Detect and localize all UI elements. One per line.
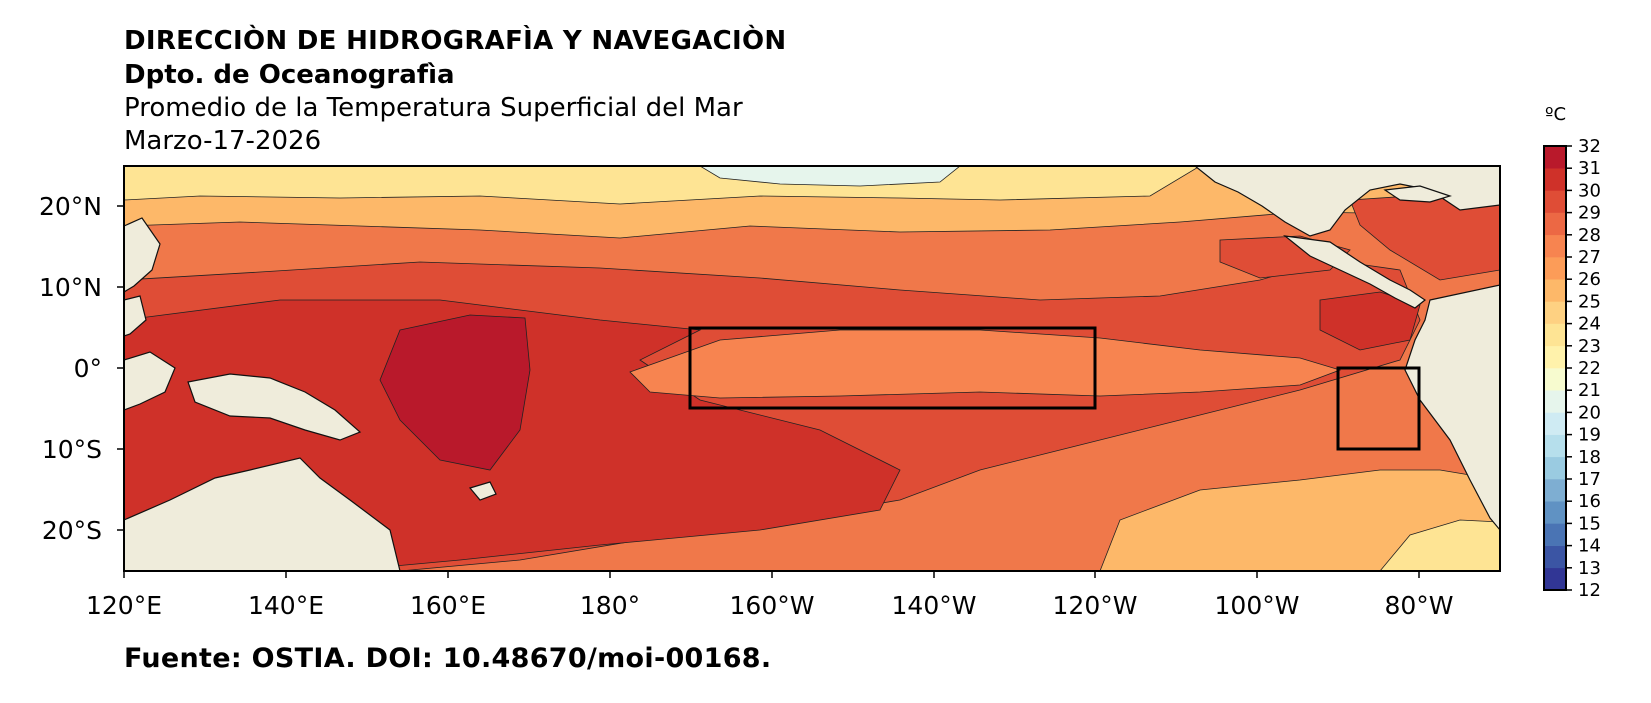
x-tick-label: 80°W (1384, 591, 1453, 620)
colorbar-swatch (1544, 479, 1566, 502)
agency-title: DIRECCIÒN DE HIDROGRAFÌA Y NAVEGACIÒN (124, 26, 787, 56)
colorbar-level-label: 15 (1578, 513, 1601, 534)
colorbar-swatch (1544, 190, 1566, 213)
colorbar-level-label: 25 (1578, 291, 1601, 312)
map-date: Marzo-17-2026 (124, 126, 322, 156)
colorbar-swatch (1544, 279, 1566, 302)
x-tick-label: 160°E (410, 591, 486, 620)
colorbar-swatch (1544, 234, 1566, 258)
nino34-box (688, 326, 1097, 410)
colorbar-level-label: 26 (1578, 269, 1601, 290)
y-tick-label: 10°S (42, 435, 102, 464)
colorbar-swatches (1544, 146, 1566, 591)
y-axis: 20°N 10°N 0° 10°S 20°S (39, 192, 124, 545)
sst-zone-equatorial-tongue (629, 329, 1342, 399)
colorbar-level-label: 24 (1578, 314, 1601, 335)
colorbar-frame (1543, 145, 1567, 591)
south-america-land (1404, 284, 1500, 531)
department-title: Dpto. de Oceanografìa (124, 60, 455, 90)
colorbar-swatch (1544, 323, 1566, 347)
colorbar-swatch (1544, 545, 1566, 569)
indonesia-land (124, 351, 176, 411)
colorbar-level-label: 13 (1578, 558, 1601, 579)
colorbar-level-label: 27 (1578, 247, 1601, 268)
nino12-box (1336, 366, 1421, 451)
colorbar-level-label: 18 (1578, 447, 1601, 468)
colorbar-unit: ºC (1545, 104, 1567, 125)
colorbar-level-label: 32 (1578, 136, 1601, 157)
colorbar-swatch (1544, 412, 1566, 435)
x-tick-label: 100°W (1215, 591, 1300, 620)
colorbar-level-label: 28 (1578, 225, 1601, 246)
colorbar-swatch (1544, 146, 1566, 169)
sst-zone-southeast-cool (1099, 469, 1500, 571)
colorbar-swatch (1544, 390, 1566, 413)
x-axis: 120°E 140°E 160°E 180° 160°W 140°W 120°W… (86, 571, 1454, 620)
colorbar-level-label: 12 (1578, 580, 1601, 601)
cuba-land (1383, 185, 1452, 203)
source-caption: Fuente: OSTIA. DOI: 10.48670/moi-00168. (124, 643, 772, 674)
colorbar-swatch (1544, 168, 1566, 191)
colorbar-level-label: 23 (1578, 336, 1601, 357)
australia-land (124, 457, 401, 571)
colorbar-swatch (1544, 434, 1566, 458)
x-tick-label: 160°W (730, 591, 815, 620)
colorbar-level-label: 22 (1578, 358, 1601, 379)
solomon-islands-land (468, 481, 497, 501)
colorbar-level-label: 17 (1578, 469, 1601, 490)
y-tick-label: 10°N (39, 273, 102, 302)
colorbar-level-label: 30 (1578, 180, 1601, 201)
colorbar: 1213141516171819202122232425262728293031… (1543, 136, 1601, 601)
colorbar-level-label: 21 (1578, 380, 1601, 401)
colorbar-swatch (1544, 212, 1566, 236)
colorbar-swatch (1544, 345, 1566, 369)
colorbar-level-label: 20 (1578, 402, 1601, 423)
sst-zone-hottest (379, 314, 531, 471)
colorbar-level-label: 14 (1578, 536, 1601, 557)
colorbar-level-label: 31 (1578, 158, 1601, 179)
colorbar-swatch (1544, 301, 1566, 324)
colorbar-swatch (1544, 257, 1566, 280)
colorbar-swatch (1544, 368, 1566, 391)
y-tick-label: 20°S (42, 516, 102, 545)
sst-field (124, 166, 1500, 571)
borneo-land (124, 295, 147, 337)
colorbar-swatch (1544, 567, 1566, 591)
north-america-land (1194, 166, 1500, 237)
colorbar-swatch (1544, 501, 1566, 524)
philippines-land (124, 217, 161, 293)
new-guinea-land (187, 373, 362, 441)
sst-zone-panama-warm (1319, 291, 1421, 351)
colorbar-level-label: 19 (1578, 425, 1601, 446)
x-tick-label: 140°E (248, 591, 324, 620)
x-tick-label: 120°E (86, 591, 162, 620)
x-tick-label: 120°W (1053, 591, 1138, 620)
sst-zone-southeast-pale (1379, 519, 1500, 571)
land-masses (124, 166, 1500, 571)
map-subtitle: Promedio de la Temperatura Superficial d… (124, 93, 743, 123)
x-tick-label: 140°W (892, 591, 977, 620)
colorbar-swatch (1544, 456, 1566, 480)
colorbar-labels: 1213141516171819202122232425262728293031… (1566, 136, 1601, 601)
colorbar-swatch (1544, 523, 1566, 546)
sst-zone-north-cold (699, 166, 961, 187)
colorbar-level-label: 16 (1578, 491, 1601, 512)
colorbar-level-label: 29 (1578, 203, 1601, 224)
y-tick-label: 0° (74, 354, 102, 383)
central-america-land (1282, 235, 1427, 309)
y-tick-label: 20°N (39, 192, 102, 221)
sst-zone-caribbean (1349, 189, 1500, 281)
x-tick-label: 180° (580, 591, 640, 620)
